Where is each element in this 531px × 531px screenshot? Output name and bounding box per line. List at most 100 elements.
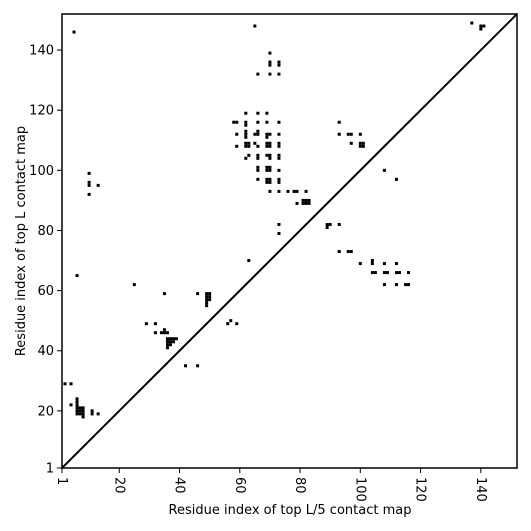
contact-point (349, 132, 353, 136)
contact-point (256, 129, 260, 133)
contact-point (165, 343, 169, 347)
contact-point (404, 283, 408, 287)
contact-point (244, 135, 248, 139)
contact-point (96, 183, 100, 187)
contact-point (63, 382, 67, 386)
contact-point (208, 292, 212, 296)
contact-point (394, 262, 398, 266)
contact-point (479, 27, 483, 31)
contact-point (81, 406, 85, 410)
contact-point (244, 156, 248, 160)
contact-point (268, 63, 272, 67)
y-tick-label: 100 (29, 164, 54, 179)
contact-point (256, 132, 260, 136)
x-tick-label: 140 (473, 477, 488, 502)
contact-point (168, 337, 172, 341)
contact-point (385, 271, 389, 275)
contact-point (277, 141, 281, 145)
contact-point (346, 132, 350, 136)
contact-point (265, 168, 269, 172)
contact-point (72, 30, 76, 34)
contact-point (208, 295, 212, 299)
contact-point (482, 24, 486, 28)
contact-point (244, 123, 248, 127)
contact-point (470, 21, 474, 25)
contact-point (256, 72, 260, 76)
contact-point (153, 322, 157, 326)
contact-point (337, 120, 341, 124)
contact-point (165, 340, 169, 344)
contact-point (265, 177, 269, 181)
contact-point (349, 250, 353, 254)
contact-point (407, 271, 411, 275)
contact-point (87, 180, 91, 184)
contact-point (244, 111, 248, 115)
y-tick-label: 60 (37, 284, 54, 299)
contact-point (337, 132, 341, 136)
contact-point (256, 120, 260, 124)
contact-point (256, 153, 260, 157)
x-tick-label: 1 (54, 477, 69, 485)
contact-point (346, 250, 350, 254)
contact-point (75, 403, 79, 407)
y-tick-label: 80 (37, 224, 54, 239)
contact-point (144, 322, 148, 326)
contact-point (256, 177, 260, 181)
contact-point (349, 141, 353, 145)
contact-point (370, 262, 374, 266)
contact-point (78, 409, 82, 413)
contact-point (292, 189, 296, 193)
x-tick-label: 80 (292, 477, 307, 494)
contact-point (268, 180, 272, 184)
contact-point (162, 292, 166, 296)
contact-point (244, 120, 248, 124)
contact-point (307, 201, 311, 205)
contact-point (268, 144, 272, 148)
contact-point (382, 168, 386, 172)
contact-point (337, 222, 341, 226)
contact-point (325, 225, 329, 229)
contact-point (268, 177, 272, 181)
contact-point (205, 298, 209, 302)
contact-point (358, 132, 362, 136)
contact-point (132, 283, 136, 287)
contact-point (205, 304, 209, 308)
contact-point (171, 340, 175, 344)
y-axis-label: Residue index of top L contact map (14, 126, 29, 356)
contact-point (337, 250, 341, 254)
contact-point (295, 201, 299, 205)
contact-point (247, 259, 251, 263)
y-tick-label: 20 (37, 404, 54, 419)
contact-point (256, 111, 260, 115)
contact-point (268, 189, 272, 193)
contact-point (304, 198, 308, 202)
x-tick-label: 20 (111, 477, 126, 494)
contact-point (175, 337, 179, 341)
contact-point (244, 144, 248, 148)
contact-point (358, 144, 362, 148)
plot-frame (61, 13, 518, 469)
contact-point (394, 271, 398, 275)
contact-point (265, 141, 269, 145)
y-tick-label: 140 (29, 44, 54, 59)
contact-point (325, 222, 329, 226)
contact-point (168, 343, 172, 347)
contact-point (244, 141, 248, 145)
contact-point (277, 72, 281, 76)
contact-point (328, 222, 332, 226)
contact-point (382, 262, 386, 266)
contact-point (235, 120, 239, 124)
contact-point (268, 51, 272, 55)
contact-point (373, 271, 377, 275)
contact-point (407, 283, 411, 287)
contact-point (286, 189, 290, 193)
contact-point (165, 337, 169, 341)
contact-point (265, 144, 269, 148)
contact-point (184, 364, 188, 368)
contact-point (226, 322, 230, 326)
contact-point (277, 144, 281, 148)
contact-point (205, 292, 209, 296)
contact-point (382, 283, 386, 287)
contact-point (277, 231, 281, 235)
